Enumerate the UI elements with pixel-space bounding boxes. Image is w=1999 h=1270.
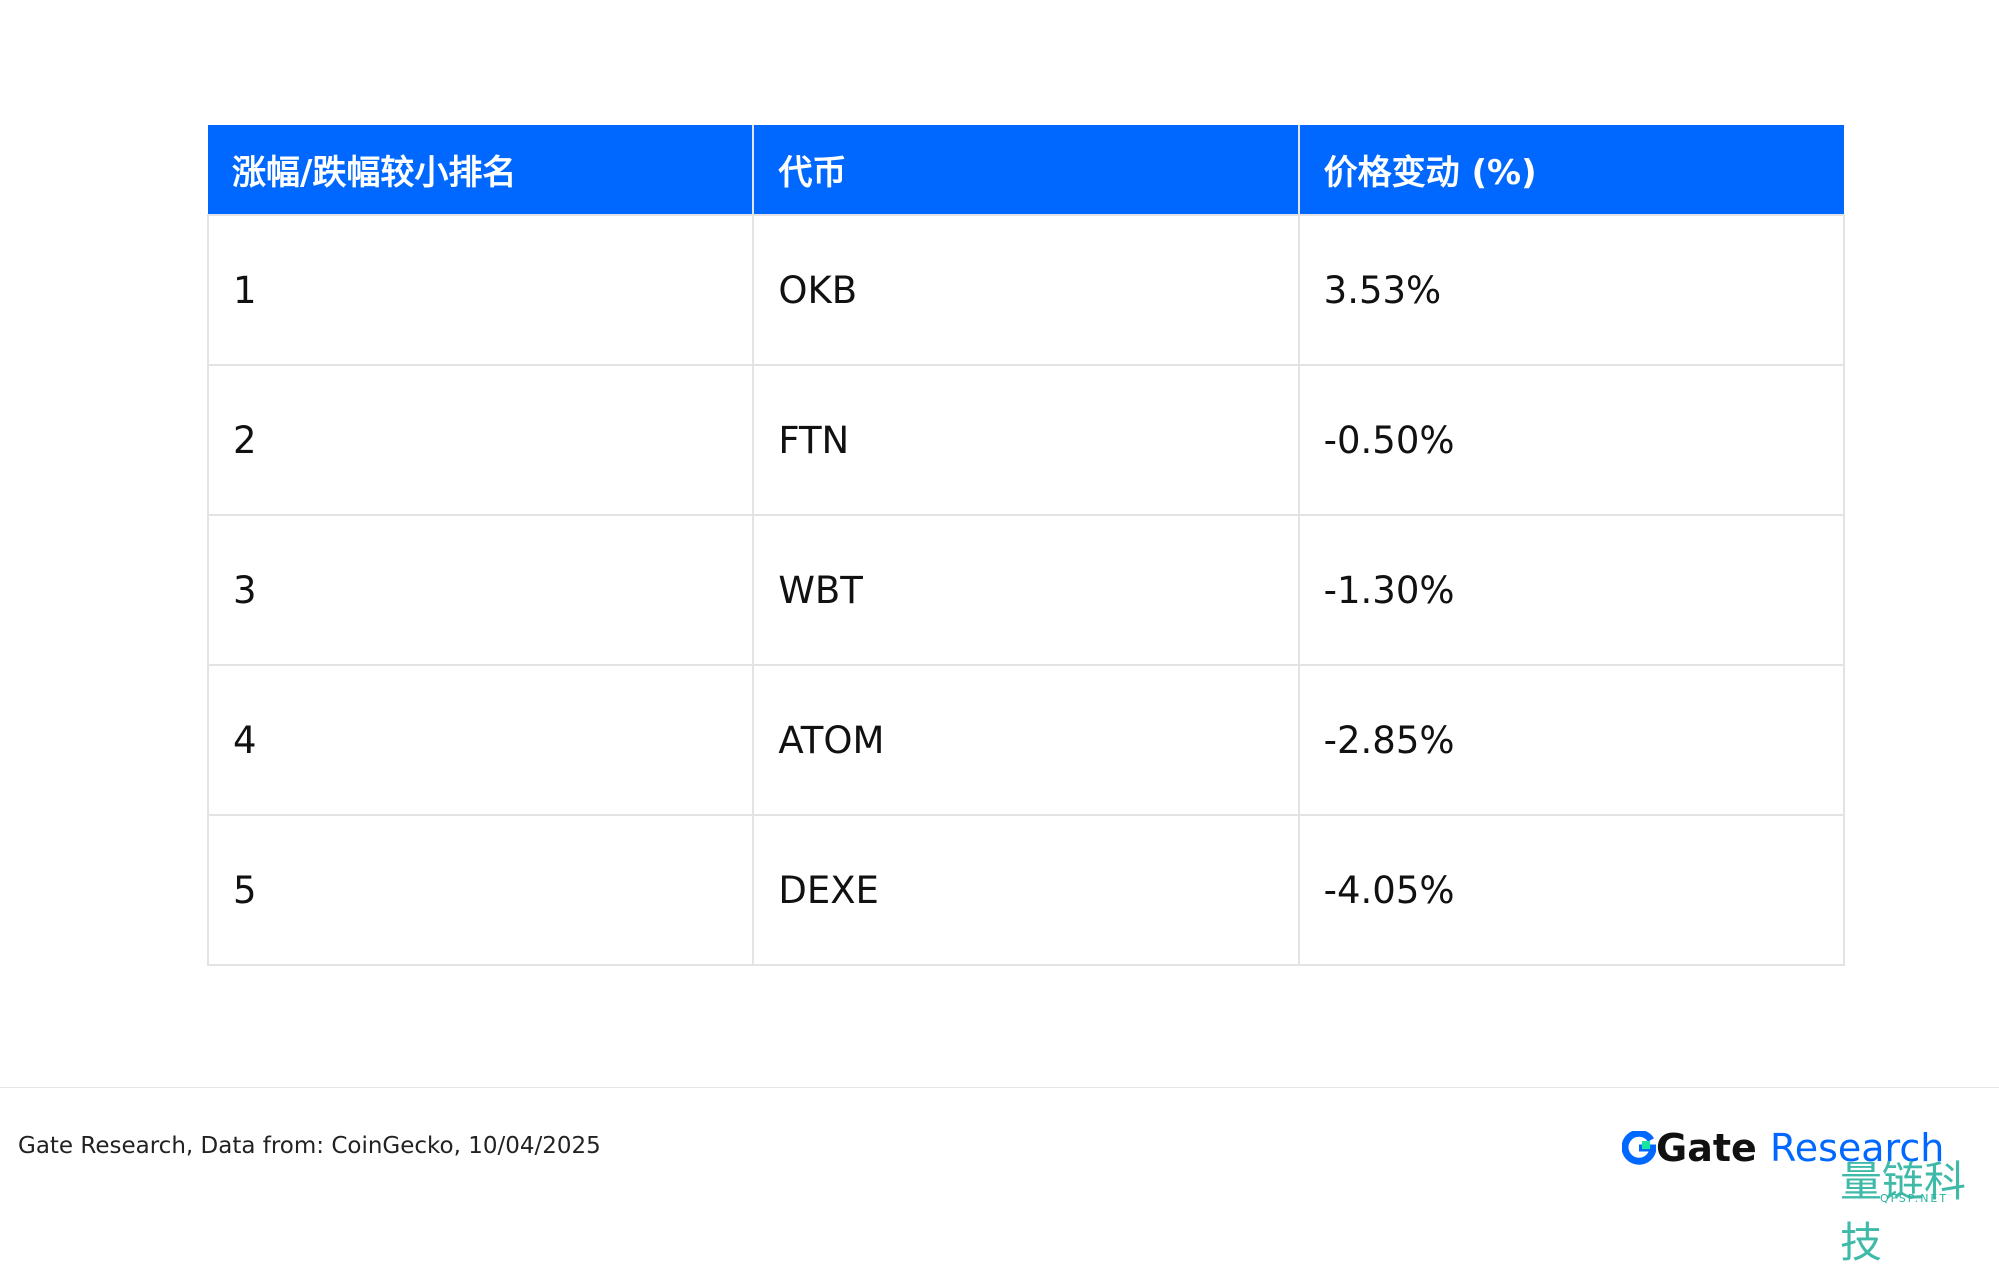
page: 涨幅/跌幅较小排名 代币 价格变动 (%) 1 OKB 3.53% 2 FTN -0.50% 3… [0,125,1999,1267]
table-cell: OKB [752,214,1300,366]
table-cell: -2.85% [1297,664,1846,816]
header-cell: 代币 [752,125,1299,215]
logo: Gate Research [1621,1126,1945,1170]
table-row: 5 DEXE -4.05% [206,814,1846,966]
table-row: 2 FTN -0.50% [206,364,1846,516]
table-cell: FTN [752,364,1300,516]
table-row: 3 WBT -1.30% [206,514,1846,666]
logo-icon [1621,1129,1657,1165]
footer-rule [0,1087,1999,1088]
table-cell: 4 [206,664,755,816]
watermark: 量链科技 [1840,1157,1967,1267]
table-cell: 3 [206,514,755,666]
header-row: 涨幅/跌幅较小排名 代币 价格变动 (%) [208,125,1844,215]
table-cell: WBT [752,514,1300,666]
table-row: 4 ATOM -2.85% [206,664,1846,816]
table-cell: 5 [206,814,755,966]
table-cell: 1 [206,214,755,366]
table-cell: 3.53% [1297,214,1846,366]
table-cell: DEXE [752,814,1300,966]
source-note: Gate Research, Data from: CoinGecko, 10/… [18,1133,601,1159]
watermark-sub: QFSP.NET [1880,1192,1949,1205]
table-body: 1 OKB 3.53% 2 FTN -0.50% 3 WBT -1.30% 4 ATOM -2.85%… [206,214,1846,966]
table-cell: -0.50% [1297,364,1846,516]
table-cell: -1.30% [1297,514,1846,666]
table-cell: -4.05% [1297,814,1846,966]
ranking-table: 涨幅/跌幅较小排名 代币 价格变动 (%) 1 OKB 3.53% 2 FTN -0.50% 3… [206,125,1846,966]
table-row: 1 OKB 3.53% [206,214,1846,366]
logo-research: Research [1770,1126,1945,1170]
table-cell: ATOM [752,664,1300,816]
table-cell: 2 [206,364,755,516]
header-cell: 价格变动 (%) [1297,125,1844,215]
header-cell: 涨幅/跌幅较小排名 [208,125,754,215]
logo-gate: Gate [1656,1126,1757,1170]
